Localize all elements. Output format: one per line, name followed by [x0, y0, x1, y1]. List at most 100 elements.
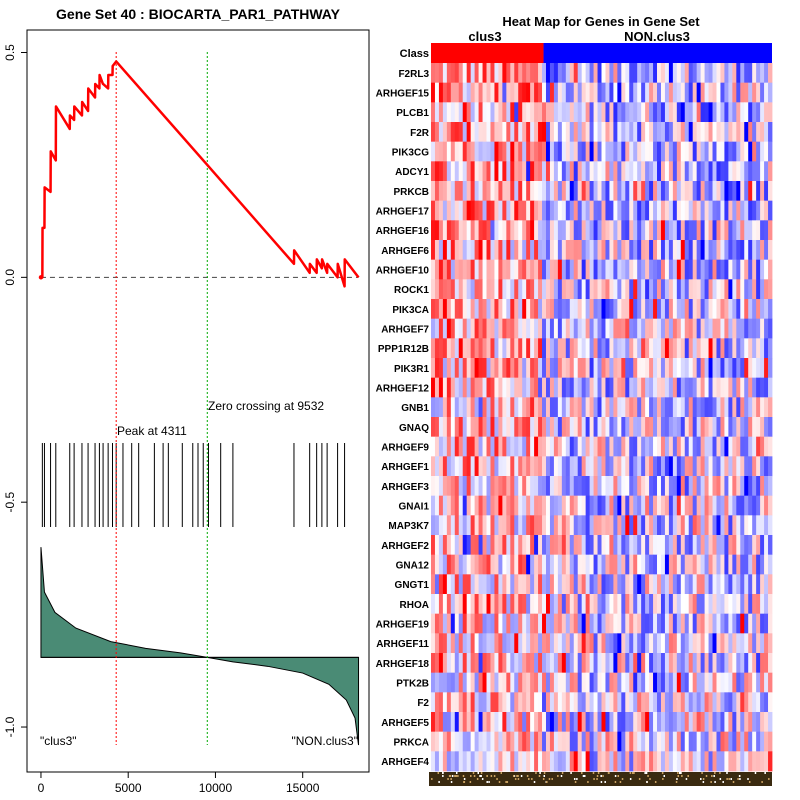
- heat-cell: [597, 535, 602, 556]
- ranked-metric-fill: [40, 547, 360, 746]
- heat-cell: [720, 554, 725, 575]
- heat-cell: [732, 181, 737, 202]
- heat-cell: [466, 495, 472, 516]
- heat-cell: [545, 397, 551, 418]
- heat-cell: [716, 200, 721, 221]
- heat-cell: [617, 751, 622, 772]
- heat-cell: [526, 299, 531, 320]
- heat-cell: [530, 181, 535, 202]
- heat-cell: [557, 417, 563, 438]
- heat-cell: [597, 554, 602, 575]
- heat-cell: [649, 82, 654, 103]
- heat-cell: [740, 456, 745, 477]
- heat-cell: [431, 220, 436, 241]
- heat-cell: [470, 63, 476, 84]
- heat-cell: [609, 240, 614, 261]
- heat-cell: [645, 574, 650, 595]
- heat-cell: [573, 338, 579, 359]
- heat-cell: [756, 240, 761, 261]
- heat-cell: [589, 692, 594, 713]
- heat-cell: [538, 476, 543, 497]
- heat-cell: [728, 594, 733, 615]
- heat-cell: [486, 82, 491, 103]
- heat-cell: [716, 161, 721, 182]
- row-label-arhgef11: ARHGEF11: [376, 639, 429, 650]
- heat-cell: [641, 476, 646, 497]
- heat-cell: [450, 82, 456, 103]
- heat-cell: [649, 397, 654, 418]
- heat-cell: [585, 417, 591, 438]
- heat-cell: [538, 259, 543, 280]
- heat-cell: [676, 554, 682, 575]
- heat-cell: [565, 240, 571, 261]
- heat-cell: [438, 672, 444, 693]
- heat-cell: [740, 338, 745, 359]
- heat-row-pik3cg: [431, 141, 773, 162]
- heat-cell: [518, 672, 523, 693]
- heat-cell: [486, 574, 491, 595]
- heat-cell: [506, 63, 511, 84]
- heat-cell: [431, 613, 436, 634]
- heat-cell: [657, 535, 662, 556]
- heat-cell: [740, 417, 745, 438]
- bottom-strip-mark: [448, 775, 451, 777]
- heat-cell: [657, 692, 662, 713]
- heat-cell: [478, 220, 483, 241]
- heat-cell: [454, 338, 460, 359]
- heat-cell: [756, 338, 761, 359]
- heat-cell: [553, 200, 559, 221]
- heat-cell: [526, 63, 531, 84]
- heat-cell: [696, 417, 702, 438]
- heat-cell: [510, 554, 515, 575]
- heat-cell: [474, 220, 479, 241]
- heat-cell: [446, 476, 452, 497]
- heat-cell: [450, 574, 456, 595]
- heat-cell: [482, 299, 487, 320]
- heat-cell: [434, 672, 440, 693]
- heat-cell: [522, 476, 527, 497]
- bottom-strip-mark: [450, 778, 452, 780]
- heat-cell: [684, 672, 690, 693]
- heat-cell: [431, 122, 436, 143]
- heat-cell: [498, 554, 503, 575]
- heat-cell: [768, 240, 773, 261]
- heat-cell: [672, 653, 678, 674]
- heat-cell: [760, 476, 765, 497]
- bottom-strip-mark: [680, 772, 682, 774]
- heat-cell: [740, 436, 745, 457]
- heat-cell: [672, 279, 678, 300]
- heat-cell: [593, 279, 598, 300]
- heat-cell: [589, 279, 594, 300]
- heat-cell: [764, 141, 769, 162]
- heat-cell: [692, 731, 698, 752]
- heat-cell: [470, 535, 476, 556]
- heat-cell: [502, 161, 507, 182]
- heat-cell: [557, 653, 563, 674]
- heat-cell: [672, 574, 678, 595]
- heat-cell: [442, 299, 448, 320]
- heat-cell: [514, 377, 519, 398]
- row-label-arhgef9: ARHGEF9: [381, 443, 429, 454]
- heat-cell: [506, 82, 511, 103]
- heat-cell: [748, 712, 753, 733]
- heat-cell: [700, 731, 705, 752]
- heat-cell: [518, 751, 523, 772]
- heat-cell: [613, 318, 618, 339]
- heat-cell: [768, 495, 773, 516]
- heat-cell: [700, 220, 705, 241]
- heat-cell: [565, 299, 571, 320]
- heat-cell: [454, 574, 460, 595]
- heat-cell: [514, 122, 519, 143]
- heat-cell: [514, 653, 519, 674]
- heat-cell: [470, 220, 476, 241]
- heat-cell: [585, 456, 591, 477]
- heat-cell: [514, 181, 519, 202]
- bottom-strip-mark: [662, 778, 664, 780]
- y-tick-label-1: 0.0: [3, 269, 17, 286]
- heat-cell: [526, 515, 531, 536]
- heat-cell: [664, 397, 670, 418]
- bottom-strip-mark: [496, 778, 498, 780]
- heat-cell: [653, 377, 658, 398]
- bottom-strip-mark: [528, 778, 530, 780]
- heat-cell: [712, 377, 717, 398]
